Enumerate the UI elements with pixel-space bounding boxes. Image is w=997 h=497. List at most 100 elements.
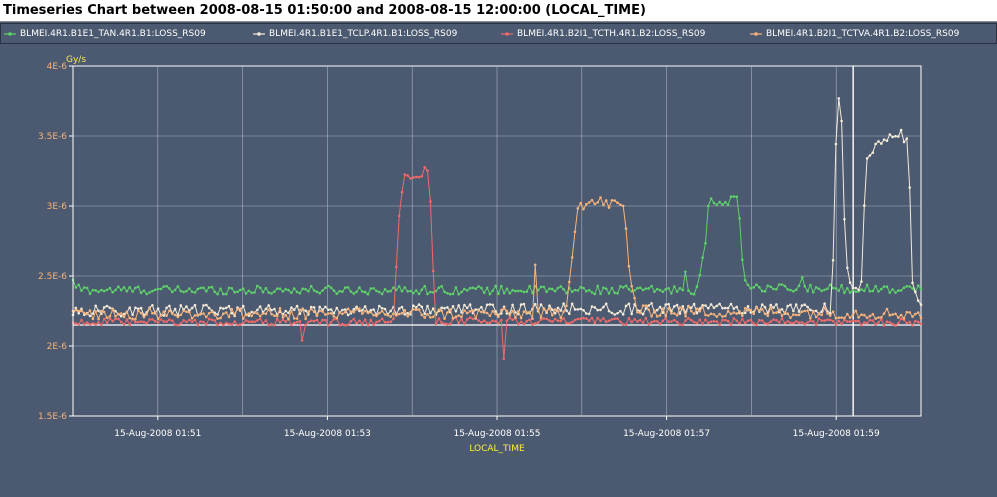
data-point [196, 287, 200, 291]
data-point [190, 306, 194, 310]
data-point [661, 307, 665, 310]
data-point [551, 308, 554, 312]
data-point [823, 302, 826, 306]
data-point [460, 315, 463, 319]
data-point [678, 323, 682, 327]
data-point [389, 289, 392, 293]
data-point [715, 304, 719, 308]
data-point [114, 317, 117, 321]
data-point [823, 306, 826, 310]
data-point [712, 201, 716, 205]
data-point [803, 303, 806, 307]
data-point [565, 321, 568, 325]
data-point [219, 287, 222, 291]
data-point [85, 286, 89, 290]
data-point [746, 305, 750, 308]
data-point [545, 317, 548, 321]
data-point [474, 308, 478, 311]
data-point [105, 288, 109, 292]
data-point [460, 290, 463, 294]
data-point [397, 307, 401, 310]
data-point [403, 286, 407, 289]
data-point [151, 304, 154, 307]
data-point [721, 306, 724, 310]
data-point [477, 309, 480, 312]
data-point [701, 322, 704, 326]
data-point [386, 320, 390, 324]
data-point [244, 313, 248, 317]
data-point [726, 309, 730, 313]
x-tick-label: 15-Aug-2008 01:53 [284, 429, 371, 439]
data-point [911, 315, 914, 318]
data-point [247, 320, 251, 324]
data-point [692, 292, 696, 296]
data-point [709, 197, 713, 200]
data-point [429, 290, 432, 294]
data-point [88, 323, 92, 326]
data-point [85, 312, 89, 316]
data-point [318, 322, 322, 326]
data-point [80, 307, 83, 311]
data-point [341, 322, 344, 326]
data-point [179, 322, 183, 325]
data-point [315, 318, 319, 322]
data-point [156, 317, 160, 321]
data-point [894, 324, 897, 327]
data-point [746, 319, 750, 323]
data-point [227, 315, 231, 319]
data-point [794, 320, 798, 323]
data-point [701, 256, 704, 259]
data-point [854, 290, 858, 294]
data-point [471, 309, 475, 312]
data-point [284, 309, 288, 313]
data-point [460, 311, 463, 314]
data-point [287, 311, 290, 315]
data-point [480, 310, 483, 314]
data-point [420, 175, 424, 178]
data-point [749, 308, 753, 312]
data-point [508, 292, 512, 295]
data-point [125, 290, 129, 293]
data-point [185, 305, 188, 308]
legend-label: BLMEI.4R1.B2I1_TCTH.4R1.B2:LOSS_RS09 [517, 29, 706, 39]
data-point [570, 290, 574, 294]
data-point [389, 315, 392, 318]
chart-title: Timeseries Chart between 2008-08-15 01:5… [3, 3, 646, 18]
data-point [882, 312, 886, 315]
data-point [724, 318, 727, 322]
data-point [128, 286, 131, 289]
data-point [465, 318, 469, 321]
data-point [460, 317, 463, 321]
data-point [134, 306, 137, 310]
data-point [406, 174, 410, 177]
data-point [380, 307, 384, 310]
data-point [857, 288, 860, 292]
data-point [102, 310, 106, 314]
data-point [230, 307, 234, 311]
data-point [806, 321, 809, 324]
data-point [216, 313, 219, 316]
data-point [655, 315, 659, 318]
data-point [363, 318, 367, 322]
data-point [661, 319, 665, 323]
data-point [176, 285, 180, 288]
data-point [868, 314, 872, 318]
data-point [729, 302, 733, 306]
data-point [627, 302, 631, 306]
x-tick-label: 15-Aug-2008 01:57 [623, 429, 710, 439]
data-point [139, 311, 143, 315]
data-point [321, 310, 324, 313]
data-point [165, 284, 168, 288]
data-point [216, 317, 219, 320]
data-point [891, 313, 894, 316]
data-point [151, 289, 154, 293]
legend-label: BLMEI.4R1.B1E1_TAN.4R1.B1:LOSS_RS09 [20, 29, 206, 39]
data-point [831, 319, 835, 323]
data-point [429, 311, 432, 315]
data-point [182, 290, 185, 294]
data-point [692, 302, 696, 306]
data-point [213, 313, 217, 317]
data-point [709, 320, 713, 324]
data-point [565, 291, 568, 295]
data-point [794, 313, 798, 317]
